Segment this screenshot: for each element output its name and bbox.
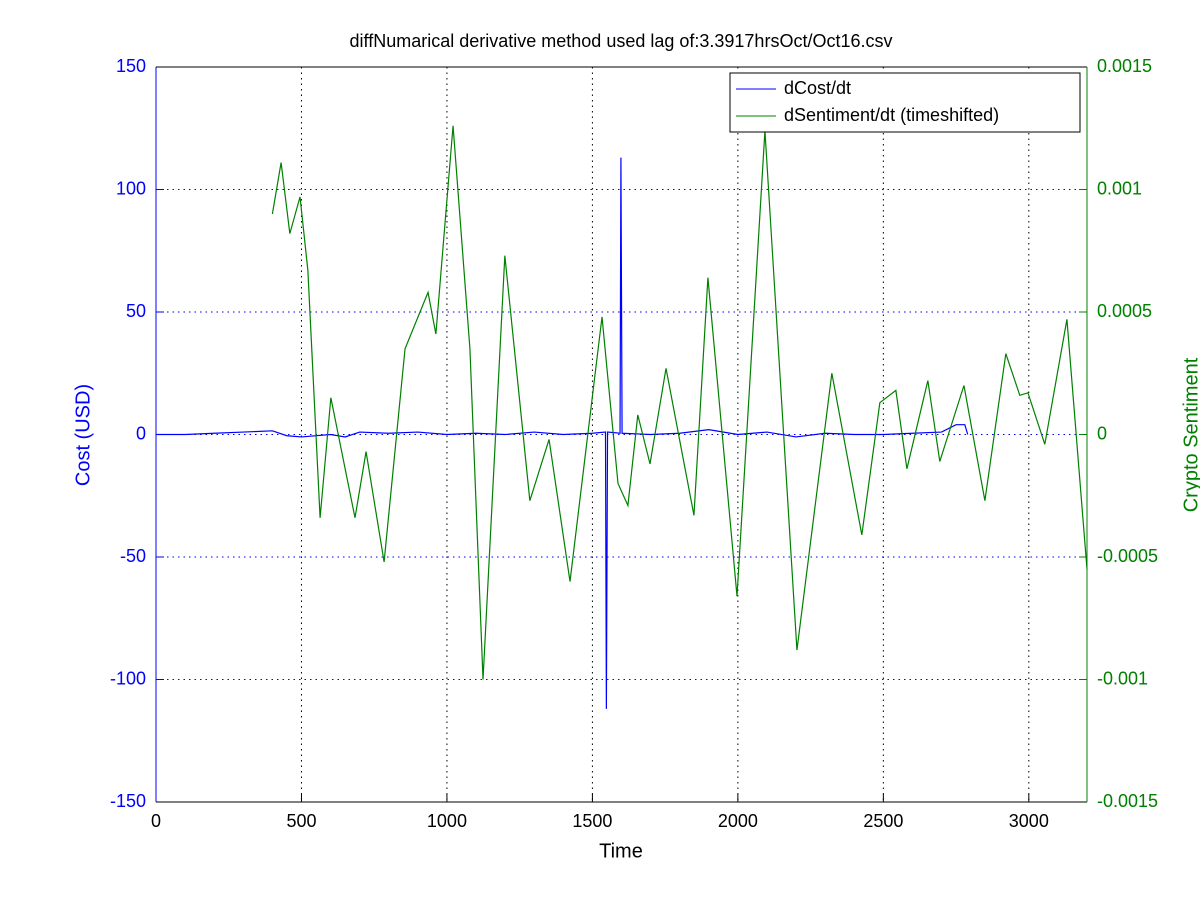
y-tick-label: 50	[126, 301, 146, 321]
x-tick-label: 1000	[427, 811, 467, 831]
x-tick-label: 2500	[863, 811, 903, 831]
y2-tick-label: 0.0005	[1097, 301, 1152, 321]
y2-tick-label: 0	[1097, 423, 1107, 443]
y-tick-label: 0	[136, 423, 146, 443]
y-tick-label: 150	[116, 56, 146, 76]
legend-label: dSentiment/dt (timeshifted)	[784, 105, 999, 125]
data-line	[271, 125, 1088, 680]
x-tick-label: 1500	[572, 811, 612, 831]
x-axis-label: Time	[599, 840, 643, 862]
y2-tick-label: 0.001	[1097, 178, 1142, 198]
legend-box	[729, 72, 1081, 133]
y-axis-label: Cost (USD)	[72, 384, 94, 486]
data-line	[156, 157, 969, 709]
y-tick-label: -100	[110, 668, 146, 688]
x-tick-label: 3000	[1009, 811, 1049, 831]
legend-label: dCost/dt	[784, 78, 851, 98]
y2-tick-label: 0.0015	[1097, 56, 1152, 76]
y-tick-label: 100	[116, 178, 146, 198]
y-tick-label: -50	[120, 546, 146, 566]
y2-tick-label: -0.0015	[1097, 791, 1158, 811]
chart-title: diffNumarical derivative method used lag…	[350, 31, 893, 51]
x-tick-label: 2000	[718, 811, 758, 831]
x-tick-label: 0	[151, 811, 161, 831]
y-tick-label: -150	[110, 791, 146, 811]
x-tick-label: 500	[286, 811, 316, 831]
y2-tick-label: -0.001	[1097, 668, 1148, 688]
y2-axis-label: Crypto Sentiment	[1180, 357, 1200, 512]
y2-tick-label: -0.0005	[1097, 546, 1158, 566]
